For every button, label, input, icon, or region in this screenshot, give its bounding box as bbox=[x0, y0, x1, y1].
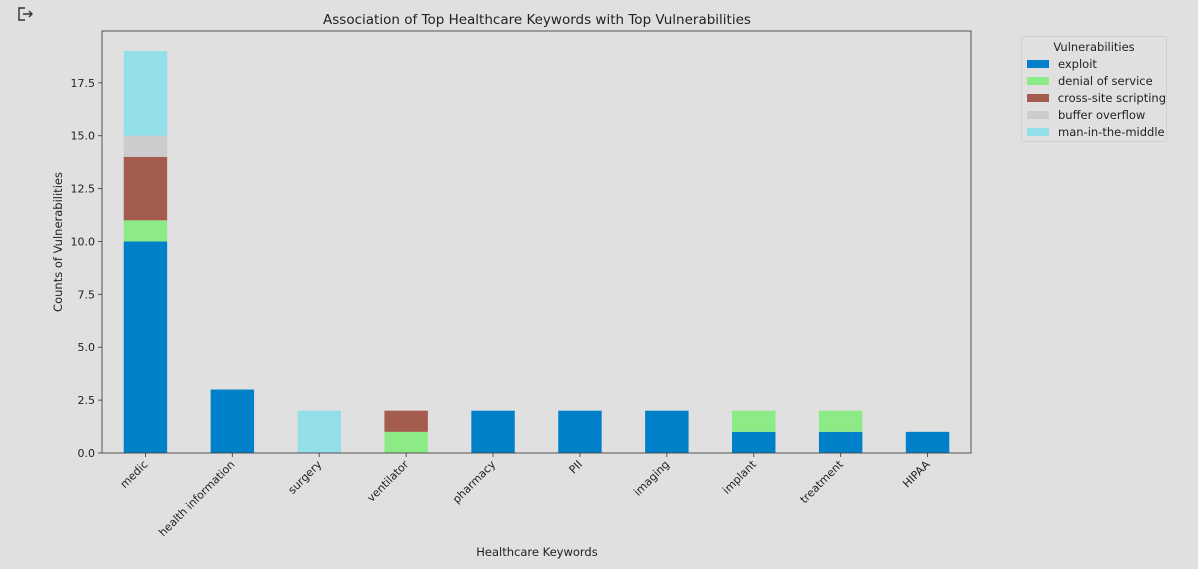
x-tick-label: imaging bbox=[631, 458, 672, 499]
bar-segment-cross-site-scripting bbox=[123, 156, 168, 221]
y-tick-label: 7.5 bbox=[78, 288, 96, 301]
legend-swatch bbox=[1027, 76, 1049, 85]
y-tick-label: 17.5 bbox=[71, 77, 96, 90]
y-tick-label: 5.0 bbox=[78, 341, 96, 354]
y-tick-label: 0.0 bbox=[78, 447, 96, 460]
legend-item: buffer overflow bbox=[1022, 106, 1166, 123]
bar-segment-exploit bbox=[645, 410, 689, 453]
bar-segment-exploit bbox=[558, 410, 602, 453]
legend-item: cross-site scripting bbox=[1022, 89, 1166, 106]
bar-segment-denial-of-service bbox=[384, 431, 428, 453]
x-tick-label: pharmacy bbox=[450, 458, 498, 506]
x-tick-label: implant bbox=[720, 457, 759, 496]
x-tick-label: treatment bbox=[798, 457, 847, 506]
bar-segment-man-in-the-middle bbox=[297, 410, 341, 453]
bar-segment-man-in-the-middle bbox=[123, 51, 168, 136]
bar-segment-cross-site-scripting bbox=[384, 410, 428, 432]
legend-swatch bbox=[1027, 59, 1049, 68]
x-tick-label: HIPAA bbox=[900, 458, 933, 491]
legend-label: cross-site scripting bbox=[1057, 90, 1166, 105]
x-tick-label: medic bbox=[118, 458, 151, 491]
bar-segment-buffer-overflow bbox=[123, 135, 168, 157]
legend-swatch bbox=[1027, 127, 1049, 136]
bar-segment-exploit bbox=[905, 431, 950, 453]
bar-segment-denial-of-service bbox=[818, 410, 863, 432]
legend-swatch bbox=[1027, 110, 1049, 119]
export-icon bbox=[18, 7, 33, 21]
bar-segment-exploit bbox=[732, 431, 776, 453]
bar-segment-denial-of-service bbox=[123, 220, 168, 242]
legend: Vulnerabilities exploit denial of service… bbox=[1021, 36, 1167, 142]
x-axis-label: Healthcare Keywords bbox=[476, 545, 597, 559]
legend-title: Vulnerabilities bbox=[1053, 40, 1135, 54]
legend-label: man-in-the-middle bbox=[1058, 124, 1165, 139]
bar-segment-exploit bbox=[471, 410, 515, 453]
y-tick-label: 10.0 bbox=[71, 235, 96, 248]
legend-item: exploit bbox=[1022, 55, 1166, 72]
legend-item: man-in-the-middle bbox=[1022, 123, 1166, 140]
legend-item: denial of service bbox=[1022, 72, 1166, 89]
legend-label: denial of service bbox=[1058, 73, 1153, 88]
bar-segment-exploit bbox=[818, 431, 863, 453]
legend-label: buffer overflow bbox=[1058, 107, 1146, 122]
bar-segment-exploit bbox=[210, 389, 255, 453]
chart-title: Association of Top Healthcare Keywords w… bbox=[323, 12, 751, 28]
y-tick-label: 12.5 bbox=[71, 183, 96, 196]
legend-label: exploit bbox=[1058, 56, 1097, 71]
y-axis-label: Counts of Vulnerabilities bbox=[51, 172, 65, 312]
y-tick-label: 2.5 bbox=[78, 394, 96, 407]
x-tick-label: surgery bbox=[286, 458, 325, 497]
plot-area: 0.0 2.5 5.0 7.5 10.0 12.5 15.0 17.5 medic health … bbox=[71, 30, 972, 539]
export-button[interactable] bbox=[14, 4, 36, 24]
x-tick-label: health information bbox=[156, 458, 237, 539]
legend-items: exploit denial of service cross-site scrip… bbox=[1022, 55, 1166, 140]
bar-segment-exploit bbox=[123, 241, 168, 453]
legend-swatch bbox=[1027, 93, 1049, 102]
y-tick-label: 15.0 bbox=[71, 130, 96, 143]
x-tick-label: ventilator bbox=[365, 458, 412, 505]
x-tick-label: PII bbox=[567, 458, 585, 476]
plot-frame bbox=[101, 30, 972, 454]
bar-segment-denial-of-service bbox=[732, 410, 776, 432]
